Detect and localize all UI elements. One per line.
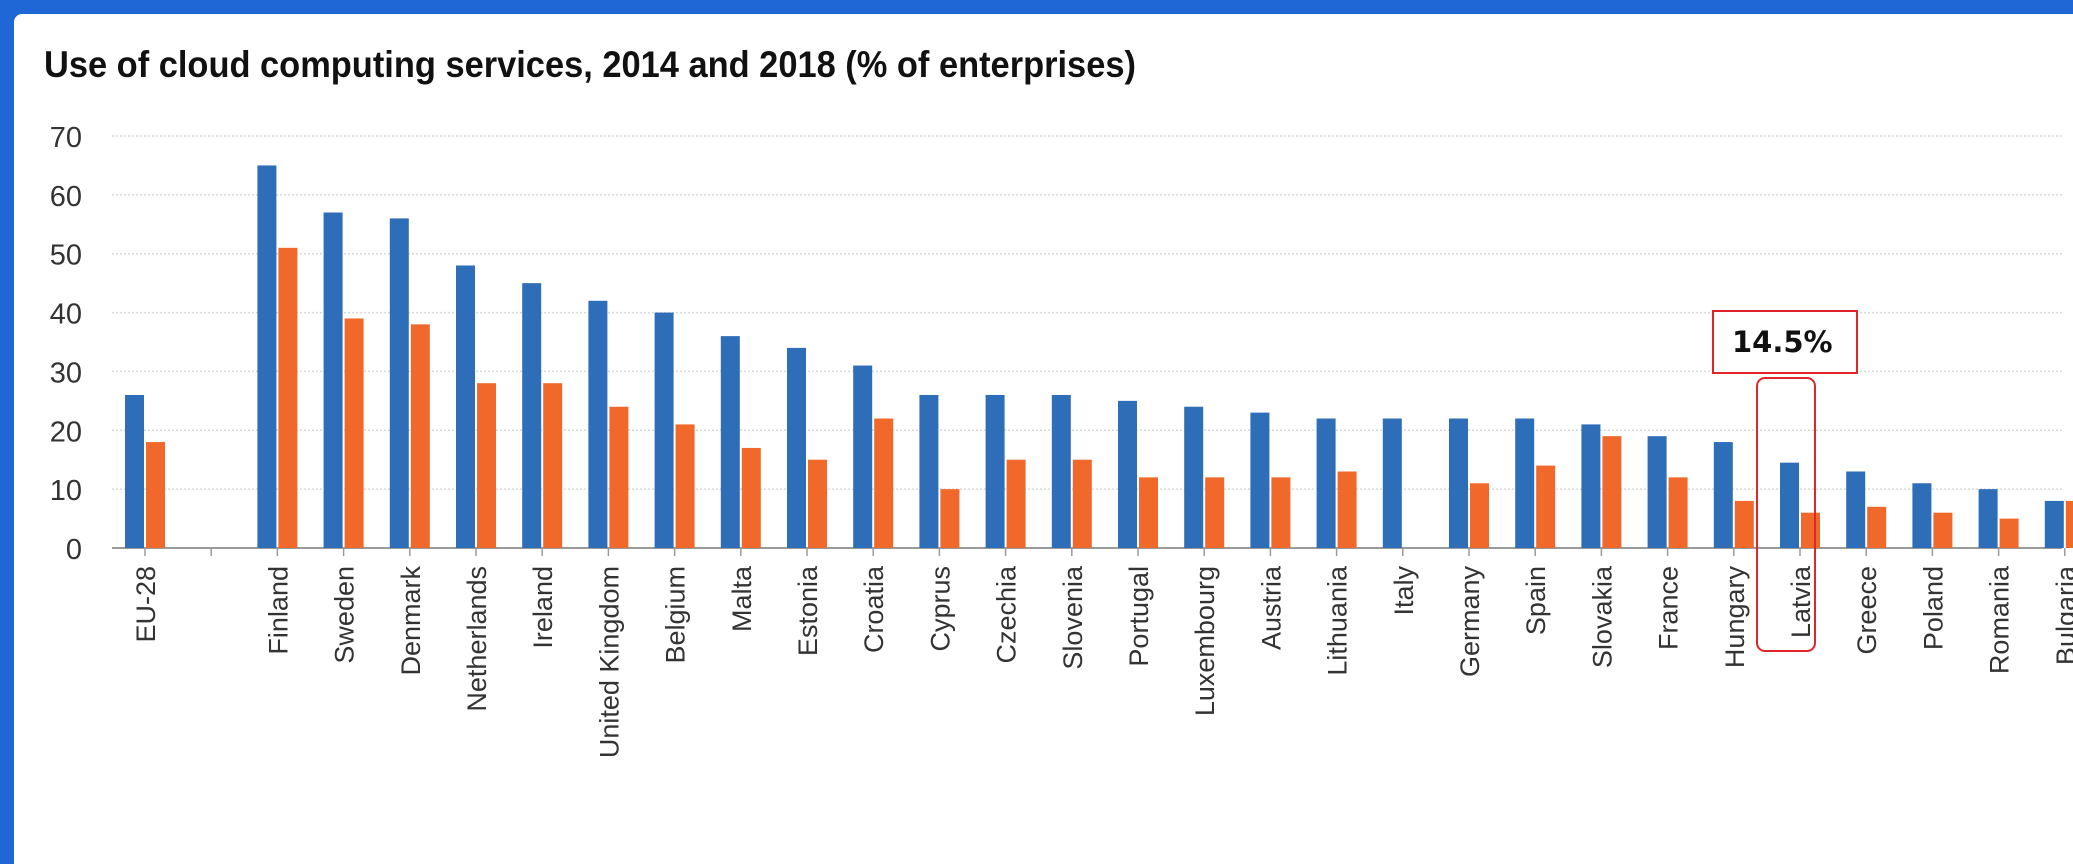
x-category-label: Belgium [661,566,691,664]
bar-series-1 [1581,424,1601,548]
x-category-label: Romania [1985,565,2015,674]
bar-series-1 [125,394,144,548]
bar-series-1 [1316,418,1336,548]
x-category-label: Croatia [859,565,889,653]
bar-series-1 [1515,418,1535,548]
x-category-label: Portugal [1124,566,1154,667]
bar-series-2 [1536,465,1556,548]
bar-series-1 [1250,412,1270,548]
y-tick-label: 10 [50,475,82,507]
bar-series-2 [874,418,894,548]
bar-series-1 [522,283,542,548]
bar-series-2 [410,324,430,548]
y-tick-label: 20 [50,416,82,448]
bar-series-2 [1337,471,1357,548]
bar-series-1 [389,218,409,548]
x-category-label: Slovakia [1587,565,1617,668]
x-category-label: Ireland [528,566,558,649]
bar-series-2 [1205,477,1225,548]
bar-series-2 [278,247,298,549]
x-category-label: Czechia [992,565,1022,664]
bar-series-1 [1713,442,1733,548]
bar-series-2 [609,406,629,548]
x-category-label: Bulgaria [2051,565,2073,665]
bar-series-2 [543,383,563,548]
bar-series-1 [257,165,277,548]
bar-series-1 [323,212,343,548]
bar-series-1 [985,394,1005,548]
y-tick-label: 50 [50,240,82,272]
bar-series-1 [720,336,740,548]
x-category-label: Slovenia [1058,565,1088,670]
bar-series-1 [1118,400,1137,548]
bar-series-2 [1734,500,1754,548]
bar-series-1 [919,394,939,548]
bar-series-2 [2065,500,2073,548]
y-tick-label: 30 [50,357,82,389]
latvia-highlight-box [1756,377,1816,652]
bar-series-2 [477,383,496,548]
bar-series-2 [940,489,960,548]
x-category-label: Cyprus [925,566,955,652]
bar-series-2 [675,424,695,548]
bar-series-2 [1470,483,1489,548]
y-tick-label: 70 [50,122,82,154]
bar-series-1 [1449,418,1468,548]
bar-series-2 [344,318,364,548]
x-category-label: Finland [263,566,293,655]
bar-series-1 [1647,436,1667,548]
x-category-label: Austria [1256,565,1286,650]
annotation-callout: 14.5% [1712,310,1858,374]
bar-series-2 [146,442,165,548]
bar-series-1 [1846,471,1866,548]
bar-series-1 [1184,406,1204,548]
bar-series-1 [1912,483,1932,548]
bar-series-2 [1933,512,1953,548]
bar-series-2 [1668,477,1688,548]
x-category-label: Hungary [1720,566,1750,669]
bar-series-2 [1006,459,1026,548]
x-category-label: Lithuania [1323,565,1353,676]
x-category-label: Poland [1918,566,1948,650]
y-tick-label: 60 [50,181,82,213]
x-category-label: Italy [1389,566,1419,616]
bar-series-2 [1139,477,1158,548]
bar-series-2 [808,459,827,548]
bar-series-2 [1602,436,1622,548]
x-category-label: Spain [1521,566,1551,635]
y-tick-label: 40 [50,299,82,331]
bar-series-1 [1978,489,1998,548]
x-category-label: Germany [1455,566,1485,678]
x-category-label: Latvia [1786,565,1816,638]
bar-series-2 [1072,459,1092,548]
y-tick-label: 0 [66,534,82,566]
bar-series-1 [654,312,674,548]
x-category-label: Estonia [793,565,823,656]
x-category-label: Luxembourg [1190,566,1220,716]
x-category-label: United Kingdom [594,566,624,758]
chart-title: Use of cloud computing services, 2014 an… [44,44,1136,85]
x-category-label: Malta [727,565,757,632]
x-category-label: Netherlands [462,566,492,712]
bar-series-1 [456,265,475,548]
bar-series-1 [2044,500,2064,548]
bar-series-1 [1780,462,1799,548]
bar-series-1 [787,347,806,548]
bar-series-2 [741,447,761,548]
bar-series-1 [588,300,608,548]
bar-series-1 [1051,394,1071,548]
x-category-label: EU-28 [131,566,161,643]
bar-series-1 [1382,418,1402,548]
x-category-label: Sweden [330,566,360,664]
bar-series-2 [1999,518,2019,548]
x-category-label: Denmark [396,566,426,676]
bar-series-2 [1867,506,1887,548]
bar-series-1 [853,365,873,548]
bar-series-2 [1271,477,1291,548]
x-category-label: Greece [1852,566,1882,655]
x-category-label: France [1654,566,1684,650]
